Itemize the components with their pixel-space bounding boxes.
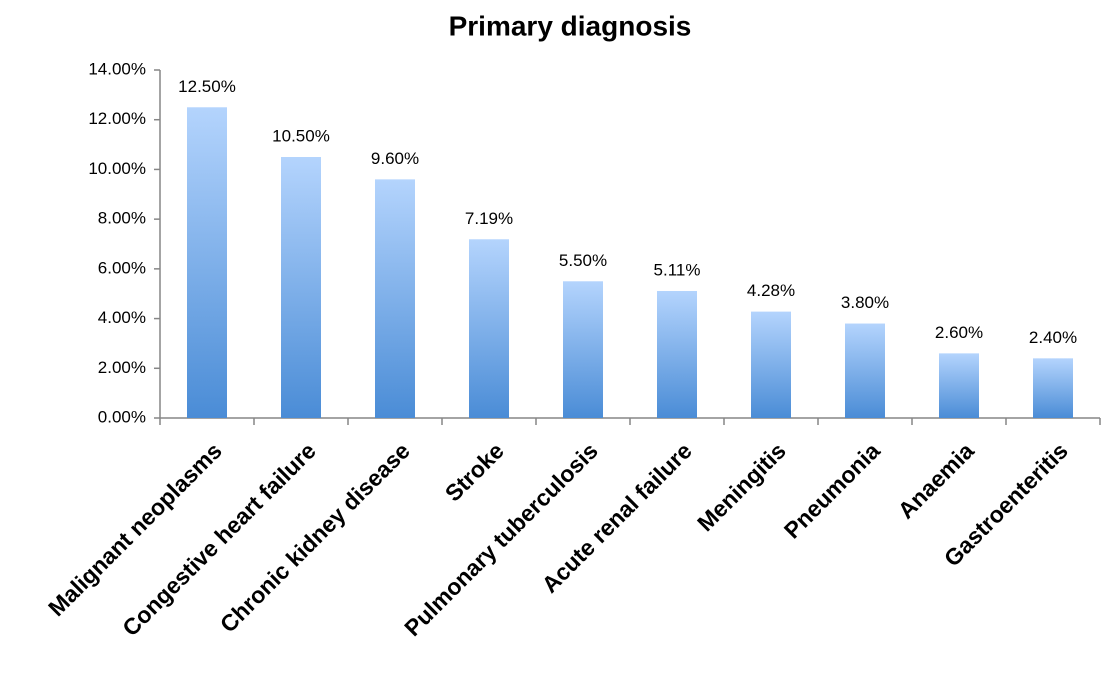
bar [751, 311, 791, 418]
x-tick-label: Chronic kidney disease [215, 437, 415, 637]
y-tick-label: 0.00% [98, 407, 146, 426]
value-label: 5.50% [559, 251, 607, 270]
y-tick-label: 12.00% [88, 109, 146, 128]
chart-title: Primary diagnosis [449, 10, 692, 41]
value-label: 9.60% [371, 149, 419, 168]
y-tick-label: 14.00% [88, 59, 146, 78]
x-tick-label: Malignant neoplasms [43, 437, 227, 621]
x-tick-label: Pulmonary tuberculosis [399, 437, 603, 641]
value-label: 5.11% [654, 260, 701, 279]
x-tick-label: Meningitis [692, 437, 791, 536]
x-tick-label: Anaemia [893, 437, 979, 523]
value-label: 12.50% [178, 77, 236, 96]
bar [939, 353, 979, 418]
value-label: 7.19% [465, 209, 513, 228]
value-label: 2.60% [935, 323, 983, 342]
bar [657, 290, 697, 418]
value-label: 10.50% [272, 126, 330, 145]
y-tick-label: 8.00% [98, 209, 146, 228]
x-tick-label: Congestive heart failure [117, 437, 321, 641]
bar [281, 157, 321, 418]
bar [1033, 358, 1073, 418]
y-tick-label: 10.00% [88, 159, 146, 178]
bar [563, 281, 603, 418]
value-label: 3.80% [841, 293, 889, 312]
y-tick-label: 4.00% [98, 308, 146, 327]
x-tick-label: Stroke [440, 437, 509, 506]
bar [845, 323, 885, 418]
bar [375, 179, 415, 418]
value-label: 4.28% [747, 281, 795, 300]
bar [469, 239, 509, 418]
y-tick-label: 6.00% [98, 258, 146, 277]
value-label: 2.40% [1029, 328, 1077, 347]
bar [187, 107, 227, 419]
x-tick-label: Pneumonia [779, 437, 885, 543]
y-tick-label: 2.00% [98, 358, 146, 377]
